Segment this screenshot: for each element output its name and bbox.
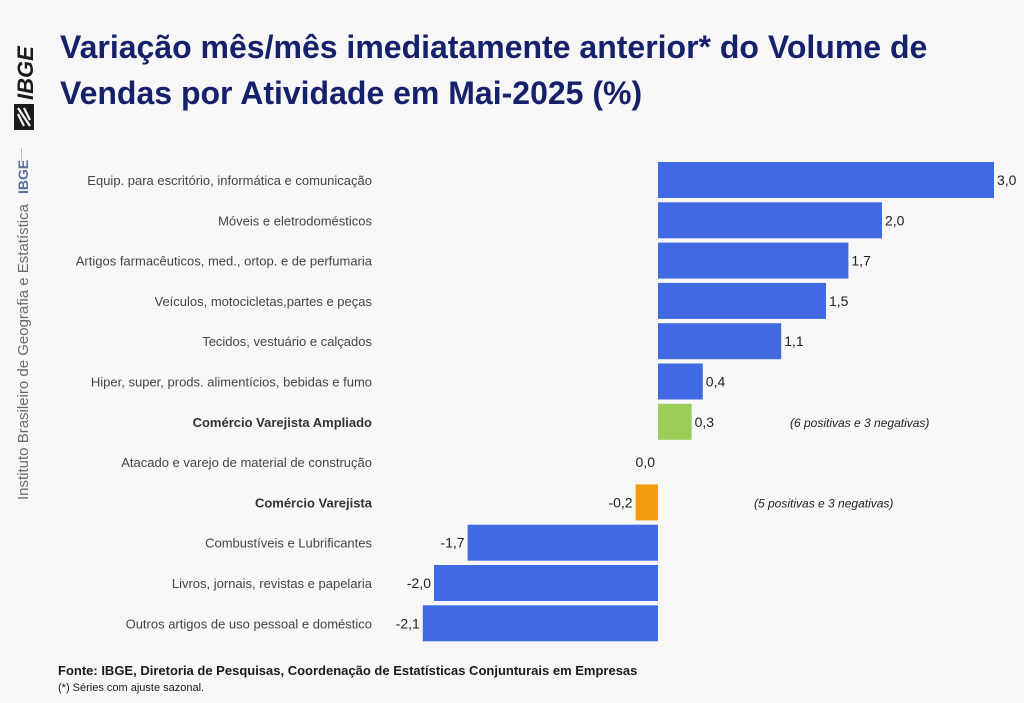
footnote: (*) Séries com ajuste sazonal. <box>58 682 205 694</box>
data-label: 0,3 <box>695 414 715 430</box>
category-label: Comércio Varejista <box>255 495 373 510</box>
data-label: -0,2 <box>608 494 632 510</box>
bar <box>434 565 658 601</box>
data-label: 1,1 <box>784 333 804 349</box>
category-label: Comércio Varejista Ampliado <box>193 415 372 430</box>
category-label: Tecidos, vestuário e calçados <box>202 334 372 349</box>
bar <box>658 162 994 198</box>
bar <box>635 484 658 521</box>
sidebar-divider <box>21 148 22 162</box>
source-note: Fonte: IBGE, Diretoria de Pesquisas, Coo… <box>58 663 638 678</box>
data-label: -2,0 <box>407 575 431 591</box>
bar <box>422 605 658 642</box>
bar <box>658 202 882 239</box>
data-label: 1,7 <box>851 253 871 269</box>
bar <box>658 242 849 279</box>
data-label: -1,7 <box>440 535 464 551</box>
bar <box>658 403 692 440</box>
category-label: Equip. para escritório, informática e co… <box>87 173 372 188</box>
category-label: Combustíveis e Lubrificantes <box>205 536 372 551</box>
category-label: Artigos farmacêuticos, med., ortop. e de… <box>76 254 373 269</box>
data-label: 3,0 <box>997 172 1017 188</box>
category-label: Veículos, motocicletas,partes e peças <box>154 294 372 309</box>
data-label: 0,0 <box>636 454 656 470</box>
bar <box>658 282 826 319</box>
annotation: (6 positivas e 3 negativas) <box>790 416 929 430</box>
ibge-logo: IBGE <box>8 26 38 134</box>
category-label: Atacado e varejo de material de construç… <box>121 455 372 470</box>
bar <box>467 524 658 561</box>
category-label: Livros, jornais, revistas e papelaria <box>172 576 373 591</box>
category-label: Outros artigos de uso pessoal e doméstic… <box>126 616 372 631</box>
bar <box>658 323 782 360</box>
logo-text: IBGE <box>13 45 38 100</box>
category-label: Móveis e eletrodomésticos <box>218 213 372 228</box>
chart-title: Variação mês/mês imediatamente anterior*… <box>60 29 928 111</box>
data-label: 1,5 <box>829 293 849 309</box>
data-label: -2,1 <box>396 615 420 631</box>
bar <box>658 363 703 400</box>
data-label: 2,0 <box>885 212 905 228</box>
category-label: Hiper, super, prods. alimentícios, bebid… <box>91 375 372 390</box>
annotation: (5 positivas e 3 negativas) <box>754 496 893 510</box>
data-label: 0,4 <box>706 374 726 390</box>
